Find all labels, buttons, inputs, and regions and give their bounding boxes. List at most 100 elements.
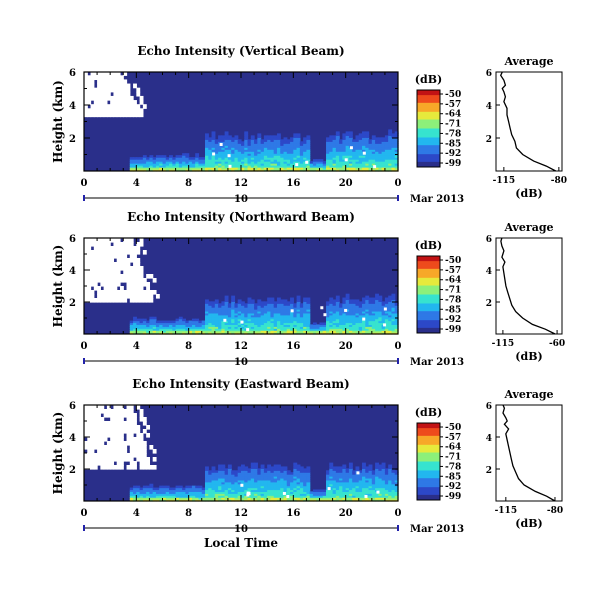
heatmap-cell [365, 481, 370, 485]
heatmap-cell [162, 165, 167, 168]
heatmap-cell [218, 332, 222, 335]
heatmap-cell [290, 322, 294, 325]
heatmap-cell [381, 159, 386, 162]
heatmap-cell [237, 332, 242, 335]
heatmap-cell [303, 159, 308, 162]
missing-data-cell [106, 425, 111, 430]
heatmap-cell [378, 153, 383, 156]
heatmap-cell [234, 165, 239, 168]
heatmap-cell [348, 479, 353, 483]
heatmap-cell [384, 326, 389, 329]
missing-data-cell [123, 100, 128, 105]
heatmap-cell [342, 141, 347, 144]
missing-data-cell [146, 274, 151, 279]
heatmap-cell [270, 147, 275, 150]
missing-data-cell [116, 242, 121, 247]
heatmap-cell [241, 328, 245, 331]
heatmap-cell [234, 139, 239, 142]
heatmap-cell [365, 470, 370, 473]
heatmap-cell [296, 493, 301, 496]
heatmap-cell [368, 479, 373, 483]
heatmap-cell [139, 157, 144, 160]
heatmap-cell [283, 307, 288, 310]
heatmap-cell [394, 474, 399, 477]
heatmap-cell [283, 155, 288, 158]
heatmap-cell [299, 163, 304, 166]
heatmap-cell [136, 163, 141, 166]
heatmap-cell [172, 328, 177, 331]
heatmap-cell [352, 481, 357, 485]
heatmap-cell [345, 161, 350, 164]
heatmap-cell [394, 499, 399, 502]
heatmap-cell [299, 332, 304, 335]
heatmap-cell [205, 499, 209, 502]
heatmap-cell [303, 481, 308, 485]
missing-data-cell [126, 433, 131, 438]
heatmap-cell [224, 476, 229, 479]
colorbar-segment [417, 96, 440, 99]
missing-data-cell [129, 449, 134, 454]
heatmap-cell [214, 169, 219, 172]
heatmap-cell [345, 139, 350, 142]
heatmap-cell [378, 307, 383, 310]
heatmap-cell [381, 165, 386, 168]
heatmap-cell [257, 322, 262, 325]
heatmap-cell [348, 489, 353, 492]
heatmap-cell [254, 476, 258, 479]
missing-data-cell [110, 425, 115, 430]
missing-data-cell [116, 234, 121, 239]
missing-data-cell [113, 437, 118, 442]
heatmap-cell [352, 479, 357, 483]
heatmap-cell [172, 157, 177, 160]
heatmap-cell [348, 312, 353, 316]
heatmap-cell [388, 324, 393, 327]
missing-data-cell [133, 437, 137, 442]
heatmap-cell [263, 318, 268, 322]
heatmap-cell [358, 301, 363, 304]
colorbar-segment [417, 484, 440, 487]
heatmap-cell [237, 479, 242, 483]
heatmap-cell [299, 143, 304, 146]
heatmap-cell [224, 145, 229, 148]
missing-data-cell [116, 112, 121, 118]
missing-data-cell [119, 234, 124, 239]
heatmap-cell [384, 169, 389, 172]
heatmap-cell [165, 326, 170, 329]
heatmap-cell [371, 479, 376, 483]
heatmap-cell [270, 320, 275, 324]
missing-data-cell [93, 421, 98, 426]
heatmap-cell [303, 495, 308, 498]
missing-data-cell [106, 441, 111, 446]
heatmap-cell [244, 499, 249, 502]
heatmap-cell [175, 167, 180, 170]
heatmap-cell [384, 143, 389, 146]
heatmap-cell [335, 131, 340, 134]
heatmap-cell [339, 328, 343, 331]
heatmap-cell [247, 165, 252, 168]
heatmap-cell [335, 163, 340, 166]
heatmap-cell [355, 145, 360, 148]
missing-data-cell [129, 409, 134, 414]
heatmap-cell [388, 332, 393, 335]
missing-data-cell [110, 433, 115, 438]
heatmap-cell [378, 310, 383, 314]
heatmap-cell [306, 466, 311, 469]
heatmap-cell [345, 307, 350, 310]
missing-data-cell [87, 282, 92, 287]
heatmap-cell [345, 468, 350, 471]
heatmap-cell [326, 167, 330, 170]
heatmap-cell [384, 135, 389, 138]
heatmap-cell [335, 332, 340, 335]
heatmap-cell [312, 495, 317, 498]
heatmap-cell [303, 169, 308, 172]
heatmap-cell [339, 305, 343, 308]
heatmap-cell [254, 332, 258, 335]
missing-data-cell [90, 254, 95, 259]
heatmap-cell [227, 328, 232, 331]
heatmap-cell [316, 489, 321, 492]
heatmap-cell [312, 497, 317, 500]
colorbar-segment [417, 429, 440, 432]
heatmap-cell [388, 141, 393, 144]
heatmap-cell [371, 472, 376, 475]
missing-data-cell [103, 286, 108, 291]
